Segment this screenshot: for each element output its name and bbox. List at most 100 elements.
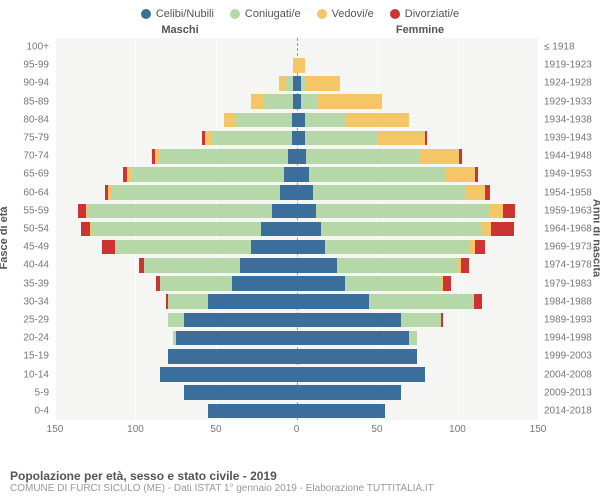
bar-segment: [377, 131, 425, 146]
birth-year-label: 1974-1978: [538, 260, 592, 271]
legend: Celibi/Nubili Coniugati/e Vedovi/e Divorzia…: [0, 0, 600, 24]
age-label: 85-89: [23, 96, 55, 107]
bar-segment: [297, 276, 345, 291]
age-label: 15-19: [23, 351, 55, 362]
bar-segment: [87, 204, 272, 219]
bar-segment: [92, 222, 261, 237]
pyramid-row: 25-291989-1993: [55, 313, 538, 328]
legend-label: Celibi/Nubili: [156, 8, 214, 20]
bar-segment: [176, 331, 297, 346]
bar-segment: [321, 222, 482, 237]
bar-segment: [461, 258, 469, 273]
bar-segment: [297, 113, 305, 128]
x-tick: 150: [530, 424, 547, 435]
birth-year-label: 1994-1998: [538, 333, 592, 344]
pyramid-row: 30-341984-1988: [55, 294, 538, 309]
pyramid-row: 10-142004-2008: [55, 367, 538, 382]
bar-segment: [459, 149, 462, 164]
pyramid-row: 0-42014-2018: [55, 404, 538, 419]
female-half: [297, 313, 539, 328]
pyramid-row: 85-891929-1933: [55, 94, 538, 109]
bar-segment: [115, 240, 252, 255]
birth-year-label: 1949-1953: [538, 169, 592, 180]
bar-segment: [297, 313, 402, 328]
birth-year-label: 1984-1988: [538, 296, 592, 307]
bar-segment: [482, 222, 492, 237]
female-half: [297, 94, 539, 109]
bar-segment: [305, 131, 377, 146]
bar-segment: [81, 222, 91, 237]
x-tick: 50: [371, 424, 382, 435]
bar-segment: [441, 313, 443, 328]
female-half: [297, 240, 539, 255]
legend-item: Divorziati/e: [390, 8, 459, 20]
male-half: [55, 222, 297, 237]
age-label: 90-94: [23, 78, 55, 89]
bar-segment: [297, 367, 426, 382]
bar-segment: [297, 58, 305, 73]
age-label: 10-14: [23, 369, 55, 380]
age-label: 75-79: [23, 133, 55, 144]
bar-segment: [297, 131, 305, 146]
bar-segment: [297, 149, 307, 164]
female-half: [297, 258, 539, 273]
bar-segment: [297, 331, 410, 346]
legend-item: Coniugati/e: [230, 8, 301, 20]
bar-segment: [168, 294, 208, 309]
birth-year-label: 1969-1973: [538, 242, 592, 253]
birth-year-label: 1959-1963: [538, 205, 592, 216]
age-label: 45-49: [23, 242, 55, 253]
female-half: [297, 185, 539, 200]
female-half: [297, 331, 539, 346]
bar-segment: [369, 294, 474, 309]
legend-swatch: [317, 9, 327, 19]
age-label: 25-29: [23, 314, 55, 325]
x-tick: 100: [127, 424, 144, 435]
bar-segment: [443, 276, 451, 291]
header-female: Femmine: [300, 24, 540, 36]
male-half: [55, 349, 297, 364]
bar-segment: [208, 404, 297, 419]
bar-segment: [297, 222, 321, 237]
bar-segment: [288, 149, 296, 164]
plot: 100+≤ 191895-991919-192390-941924-192885…: [55, 38, 538, 420]
bar-segment: [305, 76, 340, 91]
legend-swatch: [390, 9, 400, 19]
bar-segment: [297, 349, 418, 364]
bar-segment: [297, 385, 402, 400]
male-half: [55, 167, 297, 182]
age-label: 30-34: [23, 296, 55, 307]
pyramid-row: 80-841934-1938: [55, 113, 538, 128]
bar-segment: [503, 204, 516, 219]
gender-headers: Maschi Femmine: [0, 24, 600, 38]
bar-segment: [301, 94, 317, 109]
pyramid-row: 40-441974-1978: [55, 258, 538, 273]
y-axis-label-left: Fasce di età: [0, 207, 10, 270]
female-half: [297, 385, 539, 400]
header-male: Maschi: [60, 24, 300, 36]
female-half: [297, 76, 539, 91]
age-label: 50-54: [23, 223, 55, 234]
male-half: [55, 404, 297, 419]
age-label: 65-69: [23, 169, 55, 180]
female-half: [297, 113, 539, 128]
bar-segment: [224, 113, 235, 128]
footer-subtitle: COMUNE DI FURCI SICULO (ME) - Dati ISTAT…: [10, 483, 590, 494]
bar-segment: [475, 167, 478, 182]
bar-segment: [160, 149, 289, 164]
female-half: [297, 40, 539, 55]
age-label: 35-39: [23, 278, 55, 289]
birth-year-label: 2004-2008: [538, 369, 592, 380]
bar-segment: [251, 94, 264, 109]
male-half: [55, 113, 297, 128]
female-half: [297, 204, 539, 219]
x-tick: 50: [210, 424, 221, 435]
birth-year-label: 1999-2003: [538, 351, 592, 362]
pyramid-row: 55-591959-1963: [55, 204, 538, 219]
bar-segment: [401, 313, 441, 328]
bar-segment: [475, 240, 485, 255]
age-label: 80-84: [23, 114, 55, 125]
bar-segment: [297, 167, 310, 182]
legend-swatch: [230, 9, 240, 19]
legend-item: Vedovi/e: [317, 8, 374, 20]
